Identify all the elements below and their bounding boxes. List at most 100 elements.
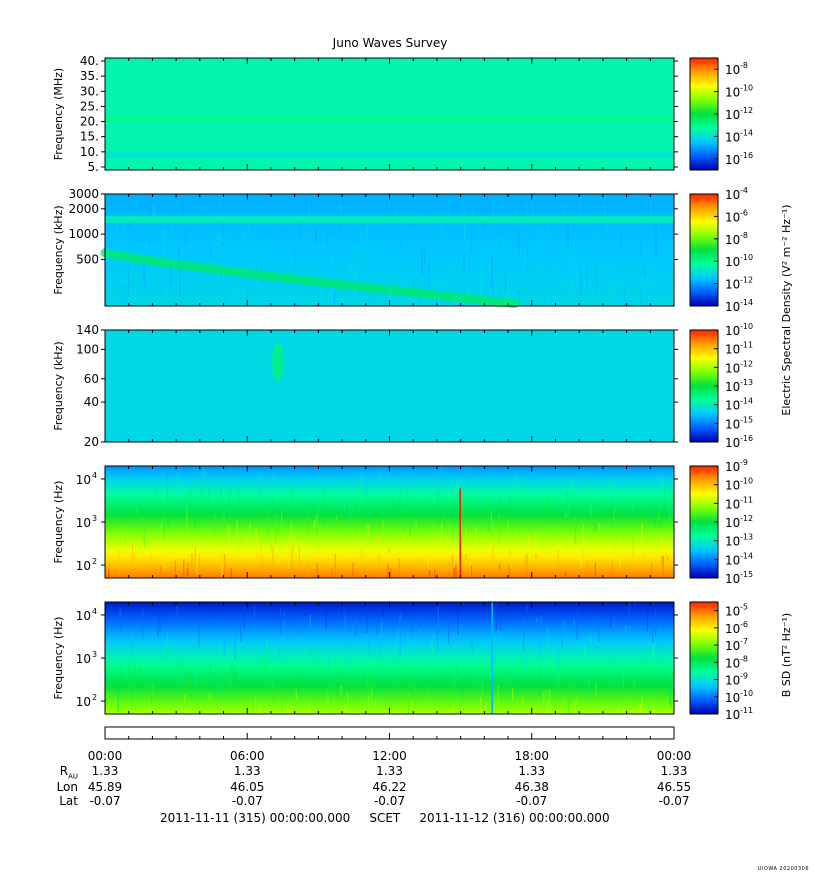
spectrogram-texture xyxy=(323,500,325,528)
spectrogram-texture xyxy=(121,529,123,540)
spectrogram-texture xyxy=(151,204,153,210)
y-tick-exponent: 2 xyxy=(92,693,97,702)
colorbar-tick-exponent: -14 xyxy=(740,298,753,307)
colorbar-tick-exponent: -6 xyxy=(740,208,748,217)
spectrogram-texture xyxy=(331,568,333,578)
spectrogram-texture xyxy=(523,620,525,652)
spectrogram-texture xyxy=(389,471,391,489)
spectrogram-texture xyxy=(170,259,172,285)
spectrogram-texture xyxy=(163,226,165,255)
colorbar-tick-label: 10 xyxy=(725,691,740,705)
spectrogram-texture xyxy=(252,687,254,714)
spectrogram-texture xyxy=(434,569,436,578)
spectrogram-texture xyxy=(229,484,231,515)
spectrogram-texture xyxy=(170,614,172,628)
y-axis-label: Frequency (kHz) xyxy=(52,205,65,294)
spectrogram-texture xyxy=(662,478,664,500)
spectrogram-texture xyxy=(234,631,236,660)
spectrogram-texture xyxy=(633,679,635,698)
spectrogram-texture xyxy=(280,607,282,634)
spectrogram-texture xyxy=(173,217,175,232)
spectrogram-texture xyxy=(399,614,401,622)
spectrogram-texture xyxy=(335,515,337,520)
spectrogram-texture xyxy=(367,672,369,690)
spectrogram-texture xyxy=(663,501,665,511)
spectrogram-texture xyxy=(404,660,406,673)
spectrogram-texture xyxy=(643,552,646,559)
spectrogram-texture xyxy=(657,475,659,481)
spectrogram-texture xyxy=(537,226,539,249)
spectrogram-texture xyxy=(454,252,456,283)
spectrogram-texture xyxy=(399,234,401,253)
ephem-label-lat: Lat xyxy=(59,794,78,808)
spectrogram-texture xyxy=(128,265,130,297)
y-axis-label: Frequency (MHz) xyxy=(52,68,65,160)
spectrogram-texture xyxy=(364,474,367,501)
spectrogram-texture xyxy=(406,486,408,514)
spectrogram-texture xyxy=(243,605,245,630)
spectrogram-texture xyxy=(465,553,467,560)
colorbar-tick-label: 10 xyxy=(725,639,740,653)
spectrogram-texture xyxy=(164,655,166,660)
colorbar-tick-exponent: -15 xyxy=(740,415,753,424)
spectrogram-texture xyxy=(208,490,210,521)
spectrogram-texture xyxy=(620,233,622,249)
spectrogram-texture xyxy=(435,609,437,625)
spectrogram-texture xyxy=(546,626,548,650)
colorbar-tick-label: 10 xyxy=(725,535,740,549)
spectrogram-texture xyxy=(520,250,522,264)
colorbar-tick-exponent: -15 xyxy=(740,570,753,579)
spectrogram-texture xyxy=(343,603,345,619)
spectrogram-texture xyxy=(343,704,345,714)
spectrogram-texture xyxy=(189,489,191,513)
spectrogram-texture xyxy=(583,548,585,564)
spectrogram-texture xyxy=(546,213,548,241)
spectrogram-texture xyxy=(638,637,640,645)
spectrogram-texture xyxy=(371,687,373,710)
spectrogram-texture xyxy=(508,272,510,304)
spectrogram-texture xyxy=(228,232,230,261)
spectrogram-texture xyxy=(381,622,383,640)
spectrogram-texture xyxy=(127,474,129,498)
spectrogram-texture xyxy=(562,644,564,671)
spectrogram-texture xyxy=(610,657,612,671)
spectrogram-texture xyxy=(515,474,518,484)
spectrogram-texture xyxy=(612,657,614,686)
spectrogram-texture xyxy=(388,647,390,653)
spectrogram-texture xyxy=(298,621,301,636)
spectrogram-texture xyxy=(244,535,246,543)
spectrogram-texture xyxy=(499,499,501,523)
spectrogram-texture xyxy=(114,701,116,714)
spectrogram-texture xyxy=(350,655,353,661)
ephem-value-lat: -0.07 xyxy=(516,794,548,808)
spectrogram-texture xyxy=(250,259,252,274)
colorbar-tick-label: 10 xyxy=(725,572,740,586)
spectrogram-texture xyxy=(589,634,591,652)
spectrogram-texture xyxy=(561,212,563,218)
spectrogram-texture xyxy=(626,279,628,301)
spectrogram-texture xyxy=(653,652,655,659)
spectrogram-texture xyxy=(604,481,607,499)
spectrogram-texture xyxy=(142,608,144,639)
spectrogram-texture xyxy=(543,296,545,306)
colorbar-tick-exponent: -8 xyxy=(740,654,748,663)
spectrogram-texture xyxy=(167,482,169,491)
spectrogram-texture xyxy=(306,230,308,241)
spectrogram-texture xyxy=(345,648,347,672)
colorbar-tick-label: 10 xyxy=(725,436,740,450)
spectrogram-texture xyxy=(218,227,220,259)
spectrogram-texture xyxy=(508,563,510,578)
spectrogram-texture xyxy=(274,514,277,545)
spectrogram-texture xyxy=(600,266,602,285)
spectrogram-texture xyxy=(661,536,663,554)
spectrogram-texture xyxy=(417,645,419,651)
spectrogram-texture xyxy=(453,662,455,685)
spectrogram-texture xyxy=(270,474,272,487)
ephem-value-r: 1.33 xyxy=(376,764,403,778)
spectrogram-texture xyxy=(378,241,380,267)
spectrogram-texture xyxy=(377,469,379,491)
spectrogram-texture xyxy=(262,264,264,274)
spectrogram-texture xyxy=(129,218,131,229)
spectrogram-texture xyxy=(221,705,223,714)
